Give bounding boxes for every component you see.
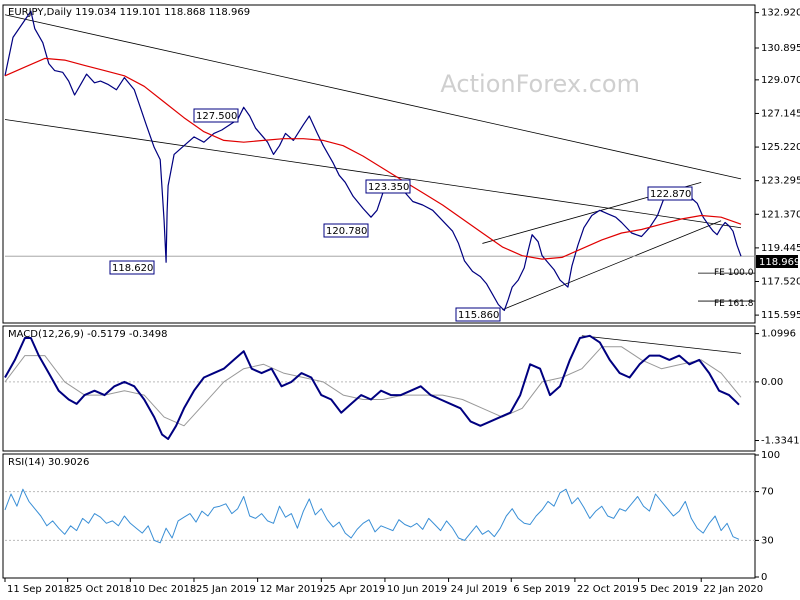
y-tick-label: 0 — [761, 572, 767, 583]
macd-signal-series — [4, 346, 742, 427]
rsi-series — [4, 488, 740, 544]
rsi-layer — [4, 488, 755, 544]
macd-panel-frame — [2, 325, 756, 452]
x-tick-label: 12 Mar 2019 — [260, 584, 323, 595]
x-tick-label: 6 Sep 2019 — [513, 584, 570, 595]
svg-text:115.860: 115.860 — [458, 310, 499, 321]
y-tick-label: 123.295 — [761, 176, 800, 187]
rsi-title: RSI(14) 30.9026 — [8, 457, 89, 468]
axis-layer: 132.920 130.895 129.070 127.145 125.220 123.2… — [4, 8, 800, 595]
rsi-panel-frame — [2, 453, 756, 579]
macd-layer — [4, 334, 755, 440]
price-title: EURJPY,Daily 119.034 119.101 118.868 118… — [8, 7, 250, 18]
y-tick-label: 121.370 — [761, 209, 800, 220]
fe100-label: FE 100.0 — [714, 268, 754, 278]
svg-text:127.500: 127.500 — [196, 111, 237, 122]
y-tick-label: 117.520 — [761, 276, 800, 287]
watermark: ActionForex.com — [440, 70, 640, 98]
y-tick-label: 115.595 — [761, 310, 800, 321]
x-tick-label: 10 Jun 2019 — [387, 584, 447, 595]
price-panel-frame — [2, 4, 756, 324]
x-tick-label: 22 Oct 2019 — [577, 584, 639, 595]
macd-title: MACD(12,26,9) -0.5179 -0.3498 — [8, 329, 168, 340]
svg-text:118.620: 118.620 — [112, 263, 153, 274]
macd-series — [4, 334, 740, 440]
fe161-label: FE 161.8 — [714, 299, 754, 309]
lower-channel-line — [4, 119, 742, 229]
svg-text:123.350: 123.350 — [368, 182, 409, 193]
y-tick-label: 127.145 — [761, 108, 800, 119]
rising-channel-lower-line — [502, 220, 722, 311]
y-tick-label: 100 — [761, 450, 780, 461]
y-tick-label: 0.00 — [761, 377, 783, 388]
x-tick-label: 25 Jan 2019 — [196, 584, 256, 595]
x-tick-label: 5 Dec 2019 — [641, 584, 699, 595]
upper-channel-line — [4, 14, 742, 180]
y-tick-label: 130.895 — [761, 43, 800, 54]
x-tick-label: 11 Sep 2018 — [7, 584, 70, 595]
y-tick-label: 70 — [761, 487, 774, 498]
x-tick-label: 24 Jul 2019 — [451, 584, 508, 595]
y-tick-label: -1.3341 — [761, 436, 800, 447]
y-tick-label: 119.445 — [761, 243, 800, 254]
annotation-118620: 118.620 — [109, 260, 155, 275]
annotation-120780: 120.780 — [323, 223, 369, 238]
y-tick-label: 129.070 — [761, 75, 800, 86]
x-tick-label: 22 Jan 2020 — [703, 584, 763, 595]
x-tick-label: 25 Oct 2018 — [70, 584, 132, 595]
annotation-127500: 127.500 — [193, 108, 239, 123]
y-tick-label: 30 — [761, 535, 774, 546]
annotation-123350: 123.350 — [365, 179, 411, 194]
x-tick-label: 25 Apr 2019 — [323, 584, 385, 595]
y-tick-label: 125.220 — [761, 142, 800, 153]
y-tick-label: 1.0996 — [761, 329, 796, 340]
svg-text:122.870: 122.870 — [650, 189, 691, 200]
macd-trendline — [581, 335, 742, 354]
y-tick-label: 132.920 — [761, 8, 800, 19]
price-layer — [4, 10, 755, 312]
ema-series — [4, 57, 742, 260]
x-tick-label: 10 Dec 2018 — [132, 584, 196, 595]
svg-text:118.969: 118.969 — [759, 257, 800, 268]
last-price-badge: 118.969 — [756, 255, 800, 268]
svg-text:120.780: 120.780 — [326, 226, 367, 237]
annotation-122870: 122.870 — [647, 186, 693, 201]
annotation-115860: 115.860 — [455, 307, 501, 322]
